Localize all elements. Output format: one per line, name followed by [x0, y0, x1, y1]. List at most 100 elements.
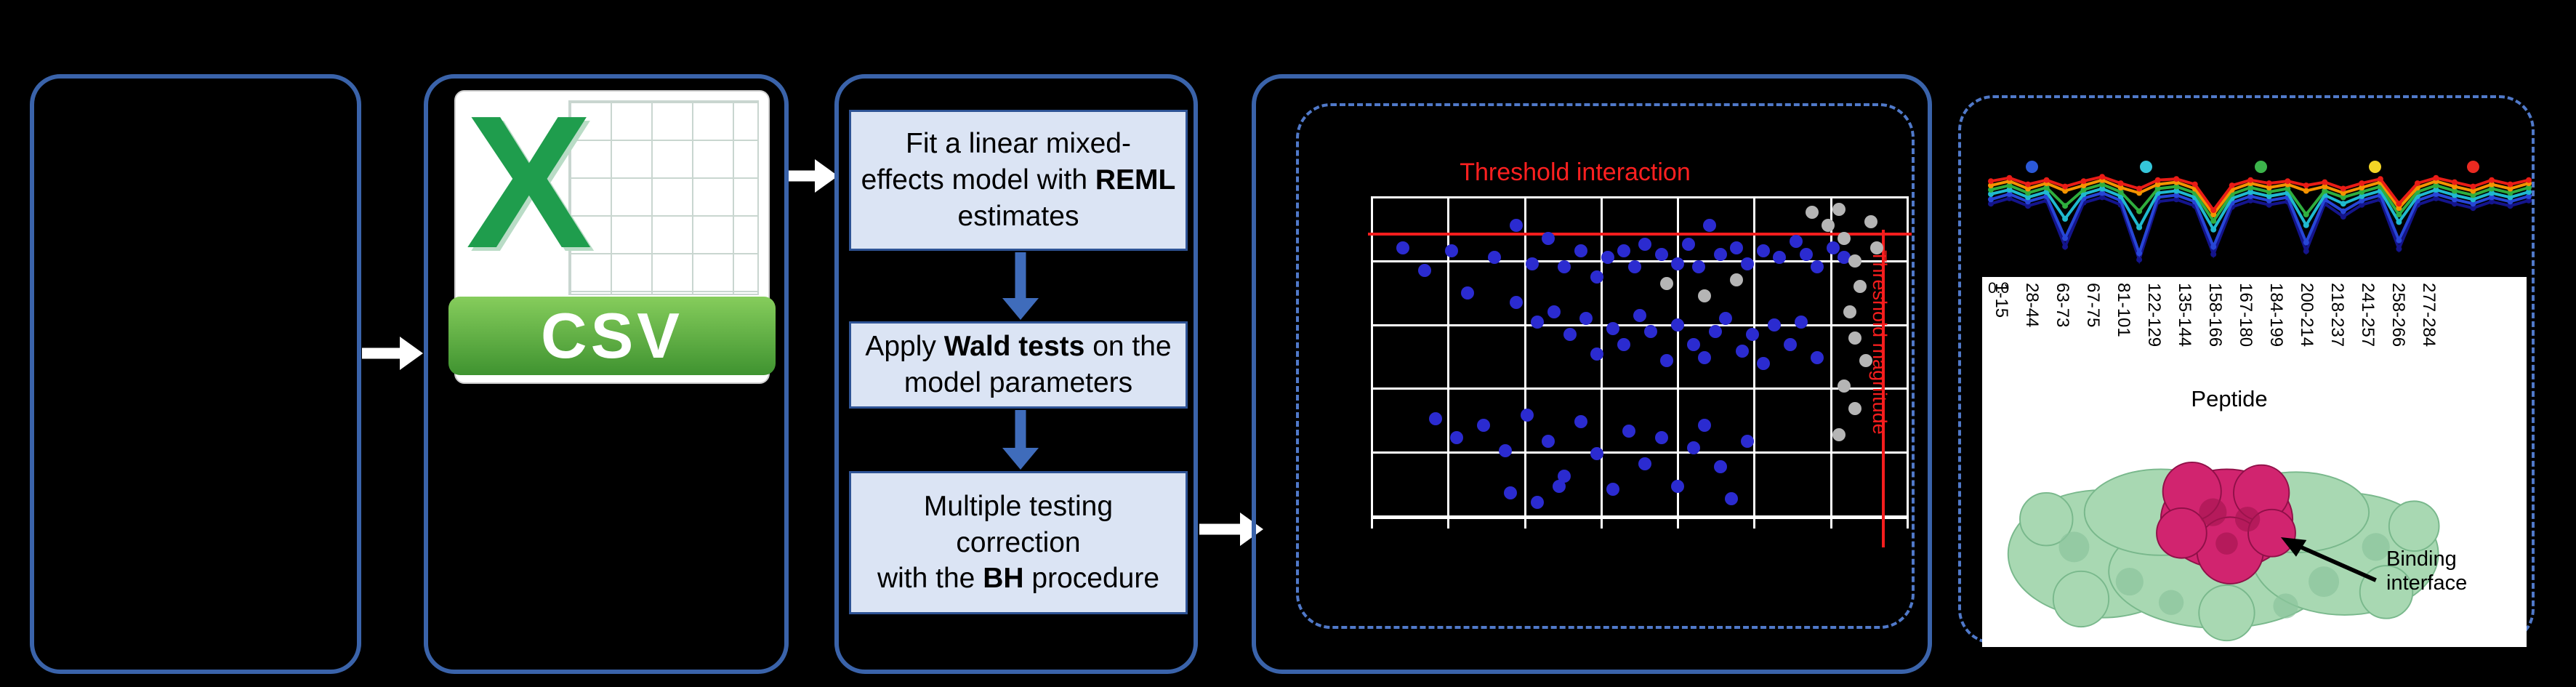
uptake-series-line [1990, 178, 2529, 217]
data-point [1499, 443, 1512, 457]
peptide-tick-label: 122-129 [2144, 283, 2164, 347]
series-marker [1988, 201, 1994, 207]
series-marker [2266, 185, 2272, 190]
series-marker [2396, 212, 2402, 217]
series-marker [2526, 189, 2532, 195]
series-marker [2451, 196, 2458, 203]
series-marker [2340, 190, 2346, 196]
data-point [1509, 218, 1523, 232]
volcano-dashed-panel: Threshold interaction Threshold magnitud… [1296, 103, 1915, 629]
data-point [1859, 353, 1872, 367]
series-marker [2229, 182, 2235, 189]
peptide-tick-label: 28-44 [2022, 283, 2042, 328]
data-point [1768, 318, 1781, 332]
series-marker [2303, 248, 2309, 254]
data-point [1633, 308, 1646, 322]
input-box [30, 74, 361, 674]
series-marker [2154, 185, 2161, 192]
step-fit-model: Fit a linear mixed- effects model with R… [849, 110, 1188, 251]
peptide-tick-label: 258-266 [2388, 283, 2408, 347]
threshold-line-horizontal [1368, 233, 1912, 236]
data-point [1838, 231, 1851, 245]
step-text: Fit a linear mixed- effects model with R… [861, 128, 1176, 232]
series-marker [2507, 190, 2513, 196]
series-marker [2322, 188, 2328, 194]
grid-line [1677, 196, 1680, 518]
csv-label: CSV [541, 300, 683, 371]
series-marker [2433, 190, 2439, 197]
statistics-pipeline-box: Fit a linear mixed- effects model with R… [834, 74, 1198, 674]
data-point [1848, 254, 1861, 268]
series-marker [2489, 194, 2495, 201]
data-point [1563, 328, 1577, 342]
volcano-panel-box: Threshold interaction Threshold magnitud… [1252, 74, 1932, 674]
data-point [1601, 251, 1614, 265]
series-marker [2173, 192, 2180, 198]
data-point [1853, 280, 1867, 294]
timepoint-dot-icon [2254, 161, 2267, 173]
axis-tick [1371, 518, 1373, 529]
data-point [1622, 425, 1636, 438]
grid-line [1371, 451, 1909, 454]
data-point [1553, 479, 1566, 493]
series-marker [2359, 189, 2365, 195]
data-point [1445, 244, 1458, 258]
data-point [1488, 251, 1502, 265]
grid-line [1371, 196, 1373, 518]
data-point [1590, 447, 1603, 461]
data-point [1697, 418, 1711, 432]
data-point [1708, 325, 1722, 339]
series-marker [2173, 196, 2180, 203]
series-marker [2062, 235, 2069, 241]
grid-line [1371, 387, 1909, 390]
data-point [1730, 273, 1744, 287]
data-point [1638, 457, 1652, 470]
spreadsheet-grid-icon [568, 100, 760, 295]
peptide-tick-label: 277-284 [2419, 283, 2439, 347]
data-point [1714, 247, 1727, 261]
series-marker [2396, 237, 2402, 244]
grid-line [1907, 196, 1909, 518]
uptake-series-line [1990, 187, 2529, 233]
series-marker [2489, 185, 2495, 192]
binding-interface-region [2156, 461, 2296, 584]
protein-surface-texture [2058, 531, 2390, 619]
csv-file-icon: X CSV [448, 77, 776, 384]
series-marker [2099, 185, 2106, 192]
data-point [1547, 305, 1561, 319]
series-marker [2470, 188, 2476, 194]
volcano-plot [1368, 196, 1912, 547]
data-point [1832, 202, 1846, 216]
series-marker [2062, 216, 2069, 222]
csv-ribbon: CSV [448, 297, 776, 375]
y-axis-tick-label: 0.0 [1988, 280, 2010, 297]
series-marker [2322, 183, 2328, 190]
data-point [1509, 296, 1523, 310]
series-marker [2359, 185, 2365, 190]
peptide-tick-label: 63-73 [2053, 283, 2072, 328]
series-marker [2303, 182, 2309, 189]
data-point [1396, 241, 1410, 254]
series-marker [2247, 185, 2254, 190]
axis-tick [1907, 518, 1909, 529]
data-point [1531, 495, 1545, 509]
results-dashed-panel: 0.0 1-15 28-44 63-73 67-75 81-101 122-129 135-… [1958, 95, 2535, 647]
data-point [1617, 337, 1630, 351]
data-point [1789, 235, 1803, 249]
series-marker [2210, 212, 2217, 217]
data-point [1590, 270, 1603, 284]
data-point [1520, 409, 1534, 422]
data-point [1590, 347, 1603, 361]
series-marker [2303, 188, 2309, 194]
data-point [1838, 251, 1851, 265]
series-marker [2117, 180, 2124, 187]
series-marker [2470, 196, 2476, 203]
series-marker [2507, 198, 2513, 205]
series-marker [2359, 193, 2365, 199]
data-point [1531, 315, 1545, 329]
data-point [1832, 427, 1846, 441]
series-marker [2507, 203, 2513, 209]
step-arrow-2-icon [1002, 410, 1039, 470]
axis-tick [1447, 518, 1450, 529]
data-point [1627, 260, 1641, 274]
